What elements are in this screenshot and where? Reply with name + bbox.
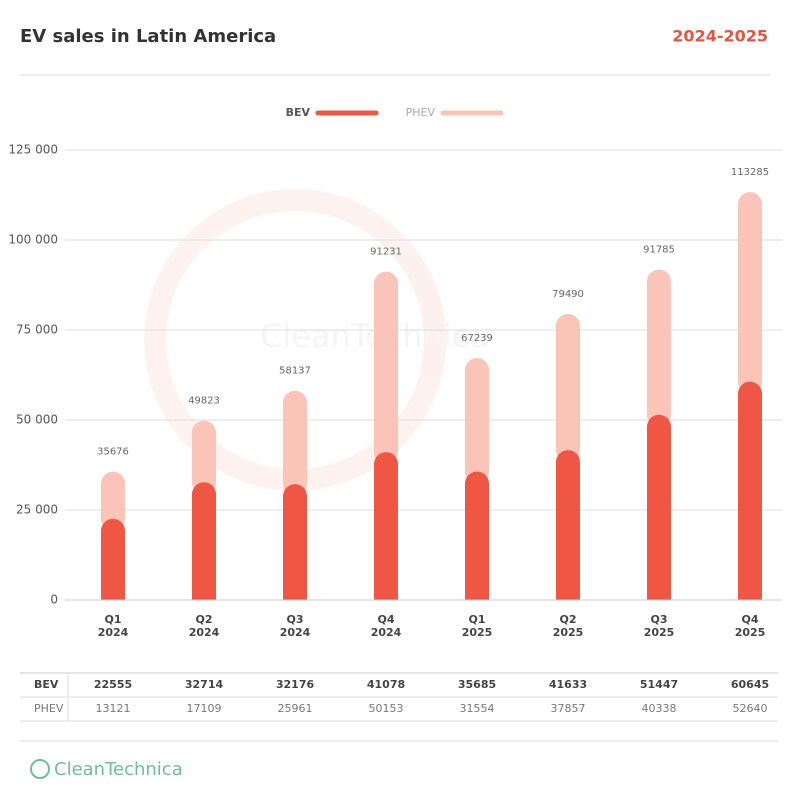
y-tick-label: 100 000 bbox=[8, 233, 58, 247]
table-row-label: BEV bbox=[34, 678, 59, 691]
table-cell: 31554 bbox=[460, 702, 495, 715]
bar bbox=[101, 518, 125, 600]
table-cell: 35685 bbox=[458, 678, 496, 691]
legend-label: PHEV bbox=[406, 106, 436, 119]
total-label: 49823 bbox=[188, 396, 220, 407]
plot bbox=[101, 192, 762, 600]
x-tick-label: Q1 bbox=[468, 613, 485, 626]
bar bbox=[465, 357, 489, 484]
x-tick-label: 2024 bbox=[189, 626, 220, 639]
bar bbox=[647, 414, 671, 600]
table-cell: 32714 bbox=[185, 678, 224, 691]
table-cell: 22555 bbox=[94, 678, 132, 691]
bar bbox=[465, 471, 489, 600]
table-cell: 32176 bbox=[276, 678, 315, 691]
bar bbox=[192, 420, 216, 495]
table-cell: 40338 bbox=[642, 702, 677, 715]
x-tick-label: 2024 bbox=[371, 626, 402, 639]
table-cell: 37857 bbox=[551, 702, 586, 715]
bar bbox=[556, 450, 580, 600]
bar bbox=[192, 482, 216, 600]
table-row-label: PHEV bbox=[34, 702, 64, 715]
x-tick-label: 2024 bbox=[98, 626, 129, 639]
x-tick-label: 2025 bbox=[735, 626, 766, 639]
table-cell: 50153 bbox=[369, 702, 404, 715]
x-tick-label: Q2 bbox=[195, 613, 212, 626]
x-tick-label: 2025 bbox=[644, 626, 675, 639]
table-cell: 41633 bbox=[549, 678, 587, 691]
bar bbox=[738, 381, 762, 600]
bar bbox=[374, 271, 398, 465]
table-cell: 17109 bbox=[187, 702, 222, 715]
table-cell: 41078 bbox=[367, 678, 405, 691]
total-label: 113285 bbox=[731, 167, 769, 178]
legend-label: BEV bbox=[286, 106, 311, 119]
bar bbox=[556, 313, 580, 463]
x-tick-label: Q4 bbox=[741, 613, 758, 626]
x-tick-label: Q1 bbox=[104, 613, 121, 626]
logo-text: CleanTechnica bbox=[54, 759, 183, 780]
logo-icon bbox=[30, 759, 50, 779]
bar bbox=[283, 484, 307, 600]
total-label: 91231 bbox=[370, 247, 402, 258]
bar bbox=[101, 471, 125, 531]
x-tick-label: 2025 bbox=[553, 626, 584, 639]
chart-subtitle: 2024-2025 bbox=[672, 27, 768, 46]
y-tick-label: 25 000 bbox=[16, 503, 58, 517]
y-tick-label: 50 000 bbox=[16, 413, 58, 427]
total-label: 79490 bbox=[552, 289, 584, 300]
x-tick-label: Q2 bbox=[559, 613, 576, 626]
chart-title: EV sales in Latin America bbox=[20, 26, 276, 47]
total-label: 58137 bbox=[279, 366, 311, 377]
total-label: 91785 bbox=[643, 245, 675, 256]
x-tick-label: Q3 bbox=[650, 613, 667, 626]
table-cell: 51447 bbox=[640, 678, 678, 691]
x-tick-label: Q3 bbox=[286, 613, 303, 626]
bar bbox=[647, 269, 671, 427]
bar bbox=[738, 192, 762, 394]
total-label: 35676 bbox=[97, 447, 129, 458]
y-tick-label: 0 bbox=[50, 593, 58, 607]
x-tick-label: 2024 bbox=[280, 626, 311, 639]
y-tick-label: 75 000 bbox=[16, 323, 58, 337]
table-cell: 60645 bbox=[731, 678, 769, 691]
x-tick-label: Q4 bbox=[377, 613, 394, 626]
bar bbox=[374, 452, 398, 600]
x-tick-label: 2025 bbox=[462, 626, 493, 639]
bar bbox=[283, 390, 307, 497]
table-cell: 13121 bbox=[96, 702, 131, 715]
y-tick-label: 125 000 bbox=[8, 143, 58, 157]
table-cell: 25961 bbox=[278, 702, 313, 715]
total-label: 67239 bbox=[461, 333, 493, 344]
table-cell: 52640 bbox=[733, 702, 768, 715]
